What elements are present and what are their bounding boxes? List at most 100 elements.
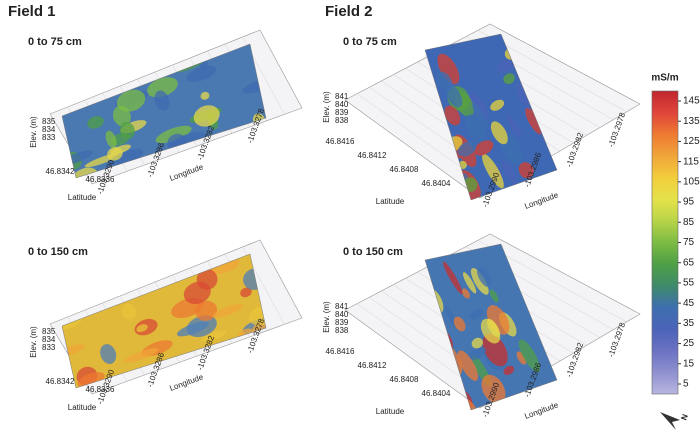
surface-edge [61, 43, 267, 179]
colorbar-label: 125 [683, 136, 700, 147]
colorbar-label: 115 [683, 156, 699, 167]
ec-blob [471, 337, 484, 349]
ec-blob [107, 267, 128, 288]
ec-blob [490, 121, 508, 145]
ec-blob [107, 146, 123, 161]
lon-label: Longitude [168, 372, 205, 393]
surface-edge [424, 33, 558, 201]
elev-tick: 840 [335, 310, 349, 319]
colorbar-label: 105 [683, 176, 700, 187]
ec-blob [212, 304, 244, 318]
elev-label: Elev. (m) [322, 91, 331, 123]
lat-tick: 46.8342 [46, 167, 75, 176]
ec-blob [73, 282, 90, 300]
ec-blob [467, 347, 487, 361]
ec-blob [489, 289, 499, 303]
ec-blob [154, 90, 170, 111]
ec-blob [196, 269, 218, 290]
colorbar-label: 5 [683, 379, 689, 390]
lat-label: Latitude [68, 193, 97, 202]
ec-blob [147, 77, 178, 98]
ec-blob [443, 261, 463, 295]
ec-blob [200, 330, 227, 343]
lat-tick: 46.8404 [422, 389, 451, 398]
ec-blob [210, 258, 240, 274]
lat-tick: 46.8342 [46, 377, 75, 386]
ec-blob [490, 99, 505, 111]
ec-blob [480, 318, 501, 344]
ec-blob [462, 272, 477, 294]
ec-blob [474, 140, 494, 156]
colorbar-label: 15 [683, 358, 695, 369]
elev-tick: 841 [335, 92, 349, 101]
depth-label: 0 to 150 cm [28, 246, 88, 258]
ec-blob [265, 342, 277, 352]
depth-label: 0 to 75 cm [28, 36, 82, 48]
ec-blob [35, 286, 58, 300]
elev-label: Elev. (m) [29, 326, 38, 358]
ec-blob [503, 365, 515, 375]
colorbar-label: 135 [683, 116, 700, 127]
ec-blob [437, 53, 460, 85]
colorbar [651, 90, 679, 395]
ec-blob [457, 141, 477, 157]
ec-blob [214, 221, 230, 237]
depth-label: 0 to 75 cm [343, 36, 397, 48]
elev-label: Elev. (m) [322, 301, 331, 333]
ec-blob [503, 73, 515, 85]
ec-blob [469, 308, 484, 320]
lat-tick: 46.8408 [390, 375, 419, 384]
ec-blob [119, 121, 135, 139]
ec-blob [121, 303, 137, 320]
elev-tick: 839 [335, 108, 349, 117]
ec-blob [240, 287, 252, 298]
lat-tick: 46.8404 [422, 179, 451, 188]
ec-blob [525, 107, 544, 135]
ec-blob [193, 105, 220, 127]
north-label: N [679, 413, 690, 422]
ec-blob [472, 102, 489, 129]
ec-blob [496, 59, 514, 74]
lon-label: Longitude [523, 190, 560, 211]
lon-label: Longitude [168, 162, 205, 183]
ec-blob [249, 305, 266, 326]
field-title: Field 1 [8, 3, 56, 20]
field-title: Field 2 [325, 3, 373, 20]
ec-blob [116, 89, 146, 112]
elev-tick: 840 [335, 100, 349, 109]
ec-blob [461, 288, 470, 299]
lat-tick: 46.8416 [326, 137, 355, 146]
ec-blob [155, 125, 192, 144]
colorbar-unit: mS/m [651, 73, 678, 84]
colorbar-label: 95 [683, 197, 695, 208]
ec-blob [214, 354, 247, 369]
lat-tick: 46.8336 [86, 385, 115, 394]
ec-blob [482, 333, 508, 367]
elev-label: Elev. (m) [29, 116, 38, 148]
ec-blob [213, 354, 239, 372]
ec-blob [109, 148, 144, 166]
elev-tick: 833 [42, 133, 56, 142]
elev-tick: 835 [42, 117, 56, 126]
elev-tick: 838 [335, 326, 349, 335]
north-arrow [660, 412, 680, 430]
ec-blob [210, 29, 234, 43]
lat-tick: 46.8412 [358, 151, 387, 160]
colorbar-label: 55 [683, 278, 695, 289]
colorbar-label: 65 [683, 257, 695, 268]
ec-blob [453, 316, 466, 332]
colorbar-label: 35 [683, 318, 695, 329]
ec-blob [220, 137, 231, 148]
ec-blob [186, 65, 217, 82]
ec-blob [136, 324, 148, 333]
lat-tick: 46.8416 [326, 347, 355, 356]
lat-label: Latitude [376, 407, 405, 416]
ec-blob [444, 105, 461, 126]
lat-tick: 46.8336 [86, 175, 115, 184]
ec-blob [470, 267, 489, 295]
elev-tick: 834 [42, 125, 56, 134]
ec-blob [506, 113, 523, 139]
lat-tick: 46.8412 [358, 361, 387, 370]
ec-blob [457, 350, 479, 381]
